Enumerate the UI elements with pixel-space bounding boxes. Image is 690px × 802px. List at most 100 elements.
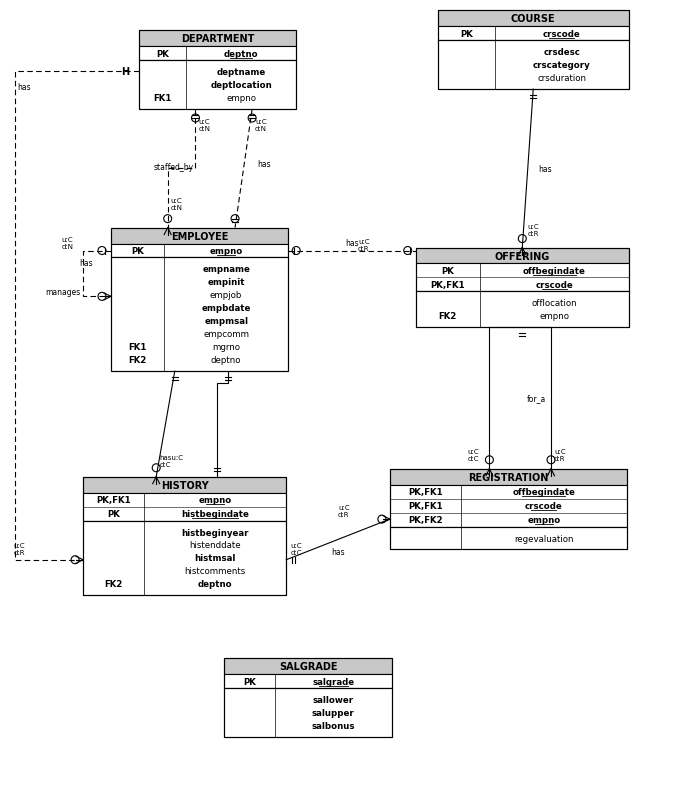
Text: EMPLOYEE: EMPLOYEE: [171, 231, 228, 241]
Text: u:C: u:C: [527, 223, 539, 229]
Text: d:C: d:C: [159, 461, 170, 468]
Bar: [224, 658, 392, 674]
Text: FK2: FK2: [439, 312, 457, 321]
Text: empmsal: empmsal: [204, 317, 248, 326]
Text: d:R: d:R: [358, 245, 369, 251]
Text: empbdate: empbdate: [201, 304, 251, 313]
Text: PK: PK: [107, 509, 120, 518]
Bar: [224, 688, 392, 737]
Bar: [390, 485, 627, 527]
Bar: [224, 658, 392, 737]
Text: salbonus: salbonus: [311, 721, 355, 730]
Bar: [83, 493, 286, 521]
Text: PK,FK1: PK,FK1: [408, 501, 443, 511]
Text: has: has: [345, 239, 359, 248]
Bar: [111, 258, 288, 371]
Bar: [111, 245, 288, 258]
Text: u:C: u:C: [170, 197, 182, 204]
Bar: [83, 521, 286, 596]
Bar: [437, 27, 629, 41]
Text: salgrade: salgrade: [312, 677, 354, 686]
Text: PK,FK1: PK,FK1: [431, 281, 465, 290]
Bar: [139, 61, 296, 110]
Text: empinit: empinit: [208, 278, 245, 287]
Text: has: has: [538, 164, 552, 173]
Text: staffed_by: staffed_by: [154, 163, 194, 172]
Text: u:C: u:C: [290, 542, 302, 548]
Text: empcomm: empcomm: [203, 330, 249, 338]
Text: empno: empno: [527, 516, 560, 525]
Text: d:N: d:N: [170, 205, 183, 210]
Text: histmsal: histmsal: [195, 553, 236, 563]
Bar: [139, 31, 296, 47]
Text: d:C: d:C: [290, 549, 302, 555]
Text: sallower: sallower: [313, 695, 354, 704]
Bar: [390, 469, 627, 550]
Text: PK: PK: [156, 50, 169, 59]
Bar: [415, 292, 629, 328]
Bar: [139, 47, 296, 61]
Text: empno: empno: [226, 94, 256, 103]
Bar: [111, 229, 288, 245]
Text: FK2: FK2: [104, 580, 123, 589]
Text: PK: PK: [243, 677, 256, 686]
Text: SALGRADE: SALGRADE: [279, 662, 337, 671]
Text: FK2: FK2: [128, 356, 147, 365]
Text: histbeginyear: histbeginyear: [181, 528, 249, 537]
Text: u:C: u:C: [358, 238, 370, 245]
Text: has: has: [79, 259, 92, 268]
Text: offlocation: offlocation: [531, 299, 577, 308]
Bar: [139, 31, 296, 110]
Text: crscategory: crscategory: [533, 61, 591, 70]
Text: offbegindate: offbegindate: [513, 488, 575, 496]
Text: PK: PK: [460, 30, 473, 38]
Text: has: has: [257, 160, 270, 168]
Bar: [83, 477, 286, 493]
Text: has: has: [331, 548, 345, 557]
Text: crsdesc: crsdesc: [544, 48, 580, 57]
Text: crscode: crscode: [525, 501, 563, 511]
Bar: [415, 249, 629, 264]
Text: d:R: d:R: [13, 549, 25, 555]
Text: u:C: u:C: [13, 542, 25, 548]
Text: empjob: empjob: [210, 291, 242, 300]
Text: deptno: deptno: [211, 356, 241, 365]
Bar: [437, 41, 629, 90]
Text: regevaluation: regevaluation: [514, 534, 573, 543]
Text: crscode: crscode: [535, 281, 573, 290]
Text: REGISTRATION: REGISTRATION: [468, 472, 549, 482]
Text: H: H: [121, 67, 129, 77]
Text: histbegindate: histbegindate: [181, 509, 249, 518]
Text: has: has: [17, 83, 31, 91]
Text: d:C: d:C: [467, 456, 479, 461]
Text: OFFERING: OFFERING: [495, 251, 550, 261]
Bar: [415, 249, 629, 328]
Text: d:N: d:N: [199, 126, 210, 132]
Text: crsduration: crsduration: [538, 74, 586, 83]
Text: HISTORY: HISTORY: [161, 480, 208, 490]
Text: COURSE: COURSE: [511, 14, 555, 24]
Text: salupper: salupper: [312, 708, 355, 717]
Text: PK,FK2: PK,FK2: [408, 516, 443, 525]
Text: for_a: for_a: [527, 394, 546, 403]
Text: d:R: d:R: [527, 230, 539, 237]
Text: hasu:C: hasu:C: [159, 454, 183, 460]
Text: PK: PK: [441, 266, 454, 276]
Text: deptno: deptno: [224, 50, 259, 59]
Bar: [224, 674, 392, 688]
Text: u:C: u:C: [338, 504, 350, 511]
Text: empno: empno: [199, 496, 232, 504]
Bar: [437, 11, 629, 27]
Text: deptno: deptno: [198, 580, 233, 589]
Text: histcomments: histcomments: [184, 567, 246, 576]
Bar: [390, 469, 627, 485]
Bar: [390, 527, 627, 550]
Text: PK: PK: [131, 247, 144, 256]
Text: deptname: deptname: [217, 68, 266, 77]
Text: empno: empno: [540, 312, 569, 321]
Bar: [415, 264, 629, 292]
Text: d:R: d:R: [554, 456, 566, 461]
Text: u:C: u:C: [255, 119, 267, 125]
Text: manages: manages: [46, 288, 81, 297]
Bar: [83, 477, 286, 596]
